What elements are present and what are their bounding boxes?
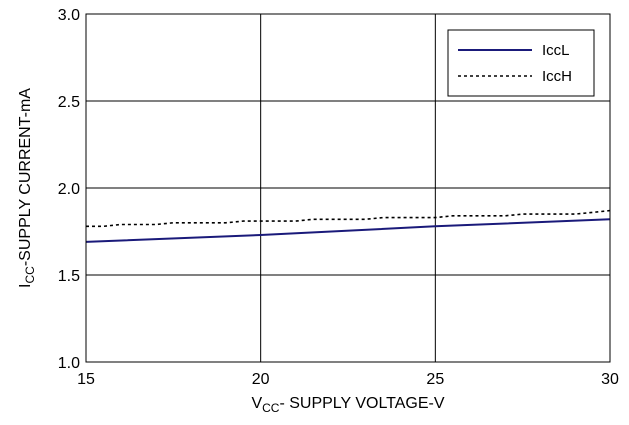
y-tick-label: 3.0 (58, 7, 80, 24)
y-axis-label-rest: -SUPPLY CURRENT-mA (17, 88, 34, 266)
y-axis-label-subscript: CC (23, 266, 37, 284)
legend: IccL IccH (447, 29, 595, 97)
x-axis-label-rest: - SUPPLY VOLTAGE-V (279, 395, 444, 412)
y-axis-label-main: I (17, 284, 34, 288)
x-axis-label-main: V (251, 395, 262, 412)
y-axis-label: ICC-SUPPLY CURRENT-mA (17, 88, 37, 288)
legend-label-iccl: IccL (542, 42, 570, 59)
y-tick-label: 1.5 (58, 268, 80, 285)
x-tick-label: 20 (252, 371, 270, 388)
y-tick-label: 1.0 (58, 355, 80, 372)
x-axis-label: VCC- SUPPLY VOLTAGE-V (251, 395, 444, 415)
plot-area-frame (85, 13, 611, 363)
series-line-icch (86, 209, 611, 228)
series-line-iccl (85, 218, 611, 243)
y-axis-ticks: 1.0 1.5 2.0 2.5 3.0 (58, 7, 80, 372)
x-axis-label-subscript: CC (262, 401, 280, 415)
x-tick-label: 30 (601, 371, 619, 388)
legend-box (447, 29, 595, 97)
grid (86, 14, 610, 362)
series-layer (85, 209, 611, 243)
legend-label-icch: IccH (542, 68, 572, 85)
x-tick-label: 15 (77, 371, 95, 388)
y-tick-label: 2.0 (58, 181, 80, 198)
x-tick-label: 25 (426, 371, 444, 388)
y-tick-label: 2.5 (58, 94, 80, 111)
x-axis-ticks: 15 20 25 30 (77, 371, 619, 388)
